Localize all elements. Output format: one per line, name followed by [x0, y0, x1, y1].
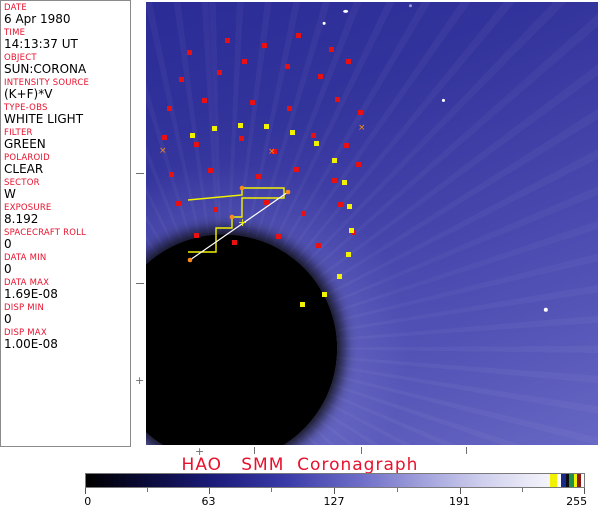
- metadata-label: POLAROID: [4, 153, 50, 163]
- colorbar-major-tick: [334, 488, 335, 494]
- axis-plus-left: +: [135, 374, 145, 387]
- coronagraph-image[interactable]: × × × +: [146, 2, 598, 445]
- metadata-row: TIME 14:13:37 UT: [4, 28, 130, 51]
- metadata-value: SUN:CORONA: [4, 62, 87, 76]
- star-speck: [322, 21, 326, 25]
- metadata-row: INTENSITY SOURCE (K+F)*V: [4, 78, 130, 101]
- metadata-row: EXPOSURE 8.192: [4, 203, 130, 226]
- metadata-value: GREEN: [4, 137, 46, 151]
- metadata-value: W: [4, 187, 16, 201]
- metadata-row: DISP MAX 1.00E-08: [4, 328, 130, 351]
- colorbar-minor-tick: [396, 488, 398, 492]
- colorbar-minor-tick: [271, 488, 272, 492]
- metadata-label: SECTOR: [4, 178, 40, 188]
- colorbar-ticks: [85, 488, 585, 495]
- metadata-row: DATA MAX 1.69E-08: [4, 278, 130, 301]
- metadata-label: EXPOSURE: [4, 203, 52, 213]
- axis-plus-bottom: +: [195, 445, 205, 458]
- colorbar-accent-band: [566, 474, 570, 487]
- axis-tick-left: [136, 173, 144, 174]
- metadata-value: 6 Apr 1980: [4, 12, 71, 26]
- page-title: HAO SMM Coronagraph: [181, 455, 419, 475]
- axis-tick-bottom: [466, 447, 467, 454]
- metadata-value: CLEAR: [4, 162, 44, 176]
- metadata-panel: DATE 6 Apr 1980 TIME 14:13:37 UT OBJECT SUN:C…: [0, 0, 131, 447]
- metadata-row: DATE 6 Apr 1980: [4, 3, 130, 26]
- metadata-value: WHITE LIGHT: [4, 112, 84, 126]
- metadata-value: 1.00E-08: [4, 337, 58, 351]
- metadata-row: SPACECRAFT ROLL 0: [4, 228, 130, 251]
- metadata-label: DATA MIN: [4, 253, 47, 263]
- metadata-label: DISP MAX: [4, 328, 47, 338]
- image-rotation-layer: [146, 2, 598, 445]
- axis-tick-bottom: [254, 447, 255, 454]
- colorbar-major-tick: [85, 488, 86, 494]
- metadata-label: DISP MIN: [4, 303, 45, 313]
- colorbar-tick-label: 255: [566, 495, 588, 508]
- metadata-value: 1.69E-08: [4, 287, 58, 301]
- colorbar-accent-band: [550, 474, 558, 487]
- metadata-value: (K+F)*V: [4, 87, 53, 101]
- colorbar-accent-band: [576, 474, 582, 487]
- colorbar-section: 0 63 127 191 255: [84, 473, 588, 508]
- colorbar-major-tick: [459, 488, 461, 494]
- metadata-label: TIME: [4, 28, 26, 38]
- metadata-row: TYPE-OBS WHITE LIGHT: [4, 103, 130, 126]
- metadata-row: DATA MIN 0: [4, 253, 130, 276]
- metadata-value: 0: [4, 312, 12, 326]
- colorbar-major-tick: [208, 488, 210, 494]
- metadata-label: INTENSITY SOURCE: [4, 78, 90, 88]
- metadata-label: DATA MAX: [4, 278, 50, 288]
- metadata-label: TYPE-OBS: [4, 103, 48, 113]
- colorbar-tick-label: 127: [323, 495, 345, 508]
- colorbar-accent-band: [561, 474, 567, 487]
- colorbar-accent-band: [569, 474, 575, 487]
- metadata-label: OBJECT: [4, 53, 37, 63]
- colorbar-accent-band: [574, 474, 577, 487]
- colorbar-gradient[interactable]: [85, 473, 585, 488]
- colorbar-major-tick: [584, 488, 585, 494]
- metadata-value: 14:13:37 UT: [4, 37, 78, 51]
- colorbar-tick-label: 0: [84, 495, 92, 508]
- metadata-value: 0: [4, 237, 12, 251]
- axis-tick-left: [136, 283, 144, 284]
- metadata-value: 0: [4, 262, 12, 276]
- metadata-label: DATE: [4, 3, 27, 13]
- metadata-row: FILTER GREEN: [4, 128, 130, 151]
- metadata-row: OBJECT SUN:CORONA: [4, 53, 130, 76]
- metadata-label: FILTER: [4, 128, 33, 138]
- metadata-value: 8.192: [4, 212, 39, 226]
- colorbar-tick-label: 63: [201, 495, 216, 508]
- metadata-row: DISP MIN 0: [4, 303, 130, 326]
- axis-tick-bottom: [361, 447, 362, 454]
- metadata-row: SECTOR W: [4, 178, 130, 201]
- colorbar-tick-label: 191: [449, 495, 470, 508]
- colorbar-minor-tick: [146, 488, 148, 492]
- metadata-label: SPACECRAFT ROLL: [4, 228, 86, 238]
- colorbar-minor-tick: [522, 488, 523, 492]
- star-speck: [408, 4, 413, 8]
- metadata-row: POLAROID CLEAR: [4, 153, 130, 176]
- colorbar-labels: 0 63 127 191 255: [84, 495, 588, 508]
- colorbar-accent-band: [557, 474, 562, 487]
